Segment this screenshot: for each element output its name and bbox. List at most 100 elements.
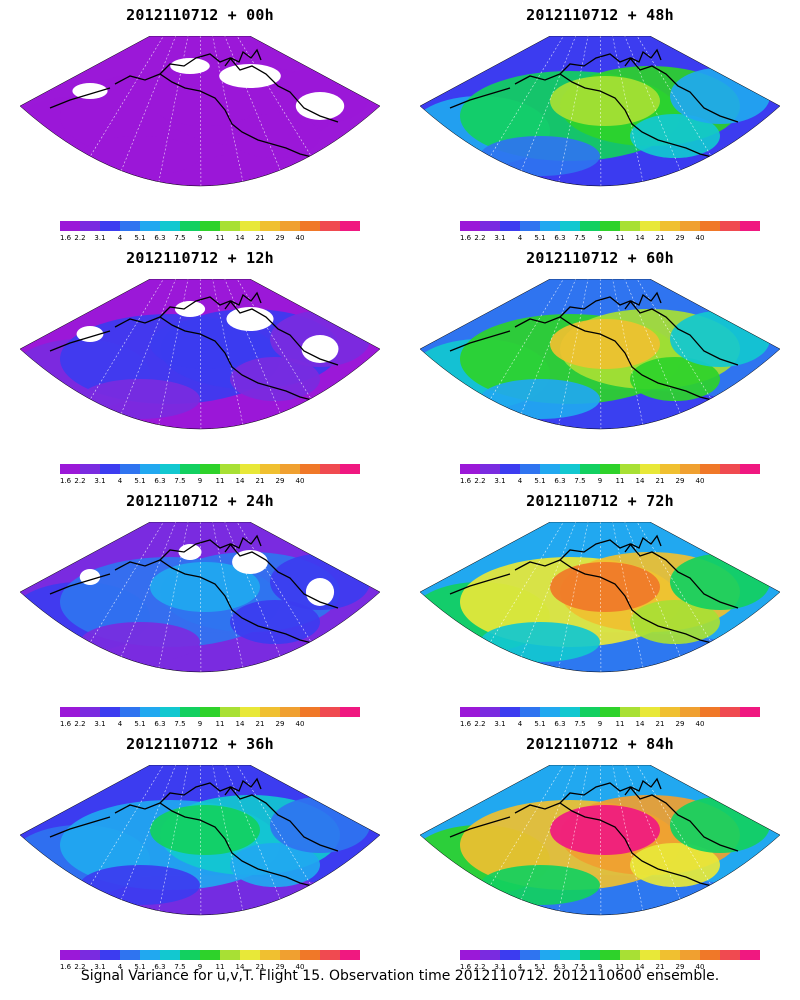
- colorbar-tick-label: 14: [635, 477, 645, 485]
- colorbar-tick-label: 4: [517, 477, 523, 485]
- colorbar-swatch: [680, 950, 700, 960]
- colorbar-swatch: [340, 221, 360, 231]
- colorbar-tick-label: 2.2: [474, 234, 486, 242]
- panel-title: 2012110712 + 00h: [126, 6, 274, 24]
- colorbar-swatch: [80, 221, 100, 231]
- colorbar-swatch: [460, 221, 480, 231]
- colorbar-swatch: [580, 221, 600, 231]
- colorbar-swatch: [460, 464, 480, 474]
- colorbar-swatch: [620, 950, 640, 960]
- colorbar-swatch: [720, 707, 740, 717]
- colorbar-swatch: [100, 221, 120, 231]
- colorbar-tick-label: 4: [517, 720, 523, 728]
- colorbar-tick-label: 6.3: [154, 963, 166, 971]
- colorbar-tick-label: 2.2: [74, 720, 86, 728]
- colorbar-swatch: [300, 707, 320, 717]
- colorbar-swatch: [140, 707, 160, 717]
- colorbar-swatch: [220, 707, 240, 717]
- colorbar-swatch: [600, 464, 620, 474]
- variance-map: [20, 522, 380, 673]
- colorbar-tick-label: 14: [635, 234, 645, 242]
- colorbar-swatch: [120, 464, 140, 474]
- colorbar-swatch: [540, 950, 560, 960]
- colorbar-swatch: [300, 221, 320, 231]
- variance-map: [20, 765, 380, 916]
- colorbar-swatch: [580, 464, 600, 474]
- colorbar-tick-label: 40: [695, 963, 705, 971]
- colorbar-swatch: [80, 950, 100, 960]
- colorbar-tick-label: 6.3: [154, 720, 166, 728]
- colorbar-swatch: [340, 464, 360, 474]
- colorbar-swatch: [280, 221, 300, 231]
- colorbar-swatch: [100, 707, 120, 717]
- colorbar-swatch: [660, 464, 680, 474]
- colorbar: [60, 221, 360, 231]
- colorbar-swatch: [220, 464, 240, 474]
- colorbar-swatch: [320, 464, 340, 474]
- colorbar-labels: 1.6 2.2 3.1 4 5.1 6.3 7.5 9 11 14 21 29 40: [460, 963, 760, 973]
- colorbar-tick-label: 21: [655, 720, 665, 728]
- colorbar-tick-label: 1.6: [60, 963, 72, 971]
- colorbar-tick-label: 9: [197, 477, 203, 485]
- colorbar-tick-label: 6.3: [154, 234, 166, 242]
- colorbar-swatch: [320, 221, 340, 231]
- colorbar-swatch: [620, 707, 640, 717]
- colorbar-swatch: [200, 464, 220, 474]
- colorbar-swatch: [520, 707, 540, 717]
- map-panel: 2012110712 + 24h 1.6 2.2 3.1 4 5.1 6.3 7.5 9 11 14…: [0, 486, 400, 729]
- colorbar-swatch: [320, 950, 340, 960]
- colorbar-tick-label: 2.2: [474, 477, 486, 485]
- colorbar-tick-label: 5.1: [134, 720, 146, 728]
- colorbar-tick-label: 3.1: [94, 963, 106, 971]
- colorbar-labels: 1.6 2.2 3.1 4 5.1 6.3 7.5 9 11 14 21 29 40: [460, 234, 760, 244]
- colorbar-swatch: [160, 221, 180, 231]
- colorbar-tick-label: 14: [235, 234, 245, 242]
- colorbar-swatch: [240, 707, 260, 717]
- colorbar-tick-label: 29: [675, 720, 685, 728]
- colorbar-labels: 1.6 2.2 3.1 4 5.1 6.3 7.5 9 11 14 21 29 40: [60, 234, 360, 244]
- variance-map: [20, 36, 380, 187]
- colorbar-tick-label: 14: [235, 720, 245, 728]
- colorbar-swatch: [500, 221, 520, 231]
- colorbar-tick-label: 29: [675, 477, 685, 485]
- colorbar-tick-label: 4: [117, 234, 123, 242]
- colorbar-tick-label: 3.1: [494, 234, 506, 242]
- colorbar-tick-label: 11: [215, 234, 225, 242]
- colorbar-tick-label: 9: [597, 720, 603, 728]
- colorbar-tick-label: 1.6: [460, 477, 472, 485]
- panel-title: 2012110712 + 84h: [526, 735, 674, 753]
- colorbar-tick-label: 21: [655, 477, 665, 485]
- colorbar-tick-label: 5.1: [134, 477, 146, 485]
- colorbar-swatch: [120, 221, 140, 231]
- colorbar-labels: 1.6 2.2 3.1 4 5.1 6.3 7.5 9 11 14 21 29 40: [60, 720, 360, 730]
- panel-title: 2012110712 + 72h: [526, 492, 674, 510]
- panel-title: 2012110712 + 12h: [126, 249, 274, 267]
- colorbar-swatch: [600, 707, 620, 717]
- colorbar-swatch: [80, 464, 100, 474]
- colorbar: [460, 221, 760, 231]
- colorbar-swatch: [280, 707, 300, 717]
- variance-map: [420, 36, 780, 187]
- colorbar-swatch: [700, 950, 720, 960]
- colorbar-tick-label: 9: [197, 234, 203, 242]
- colorbar-swatch: [80, 707, 100, 717]
- colorbar-swatch: [540, 464, 560, 474]
- colorbar-tick-label: 7.5: [574, 720, 586, 728]
- colorbar-swatch: [680, 707, 700, 717]
- colorbar-tick-label: 2.2: [74, 963, 86, 971]
- colorbar-swatch: [60, 707, 80, 717]
- colorbar-swatch: [140, 464, 160, 474]
- colorbar-tick-label: 40: [295, 234, 305, 242]
- map-panel: 2012110712 + 60h 1.6 2.2 3.1 4 5.1 6.3 7.5 9 11 14…: [400, 243, 800, 486]
- colorbar-swatch: [180, 707, 200, 717]
- panel-title: 2012110712 + 60h: [526, 249, 674, 267]
- colorbar-swatch: [260, 707, 280, 717]
- colorbar-tick-label: 4: [517, 234, 523, 242]
- colorbar-swatch: [540, 707, 560, 717]
- colorbar-swatch: [180, 950, 200, 960]
- colorbar-tick-label: 21: [255, 477, 265, 485]
- colorbar-swatch: [240, 221, 260, 231]
- colorbar-tick-label: 1.6: [460, 720, 472, 728]
- colorbar-tick-label: 11: [615, 477, 625, 485]
- colorbar-tick-label: 21: [255, 720, 265, 728]
